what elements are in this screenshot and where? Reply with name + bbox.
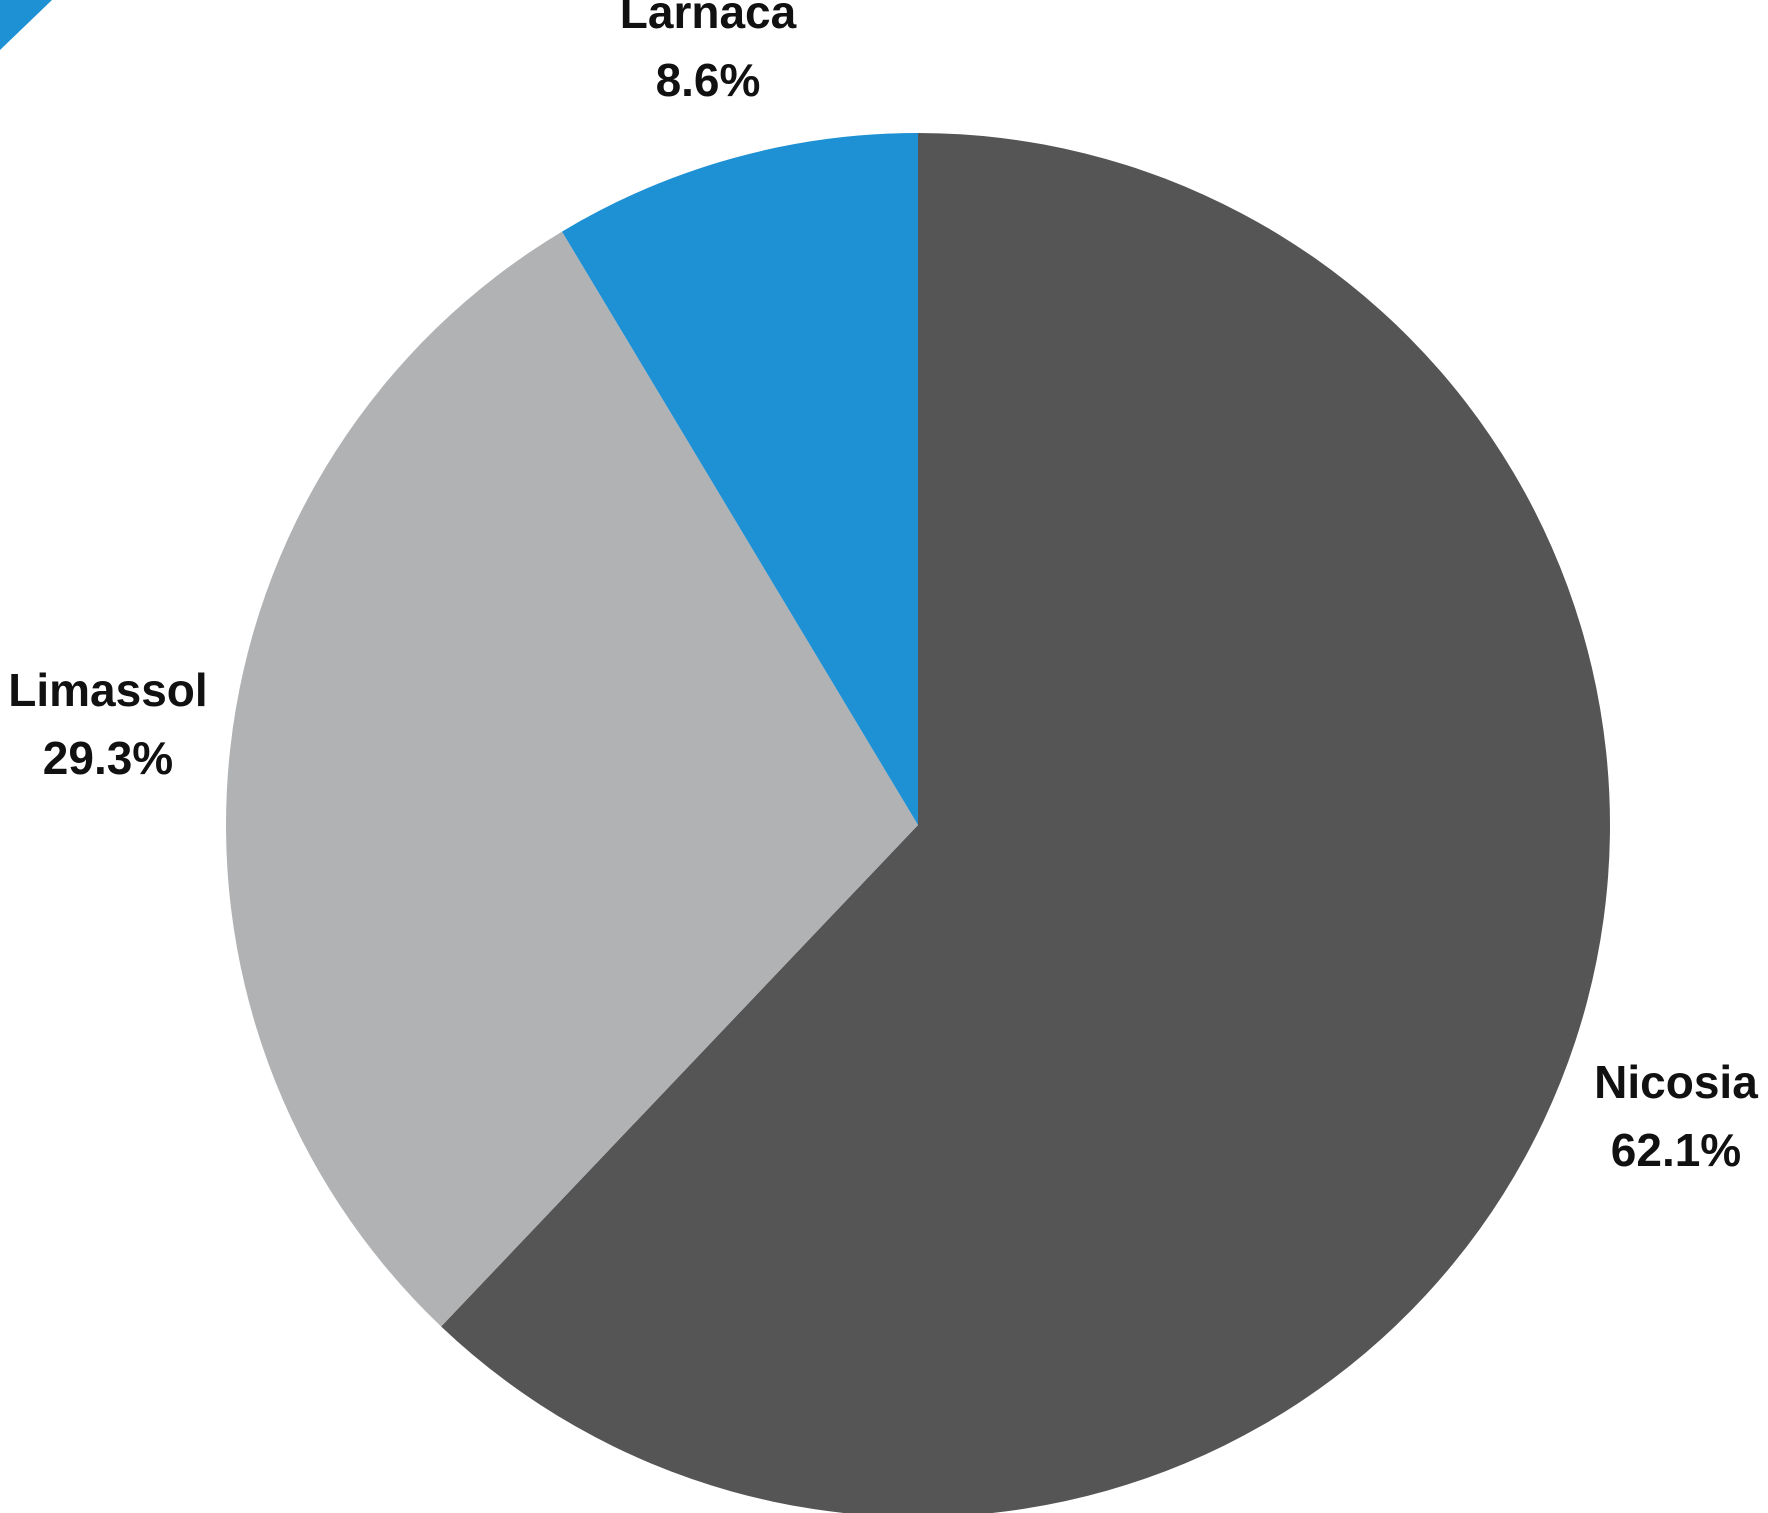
corner-accent-mark [0,0,52,50]
slice-value-larnaca: 8.6% [656,54,761,106]
pie-slice-larnaca [562,133,918,825]
pie-slice-nicosia [441,133,1610,1513]
pie-slice-limassol [225,231,918,1327]
slice-value-nicosia: 62.1% [1611,1124,1741,1176]
slice-value-limassol: 29.3% [43,732,173,784]
slice-label-limassol: Limassol [8,664,207,716]
slice-label-nicosia: Nicosia [1594,1056,1758,1108]
pie-slices [225,133,1610,1513]
pie-labels: Nicosia 62.1% Limassol 29.3% Larnaca 8.6% [8,0,1758,1176]
slice-label-larnaca: Larnaca [620,0,797,38]
